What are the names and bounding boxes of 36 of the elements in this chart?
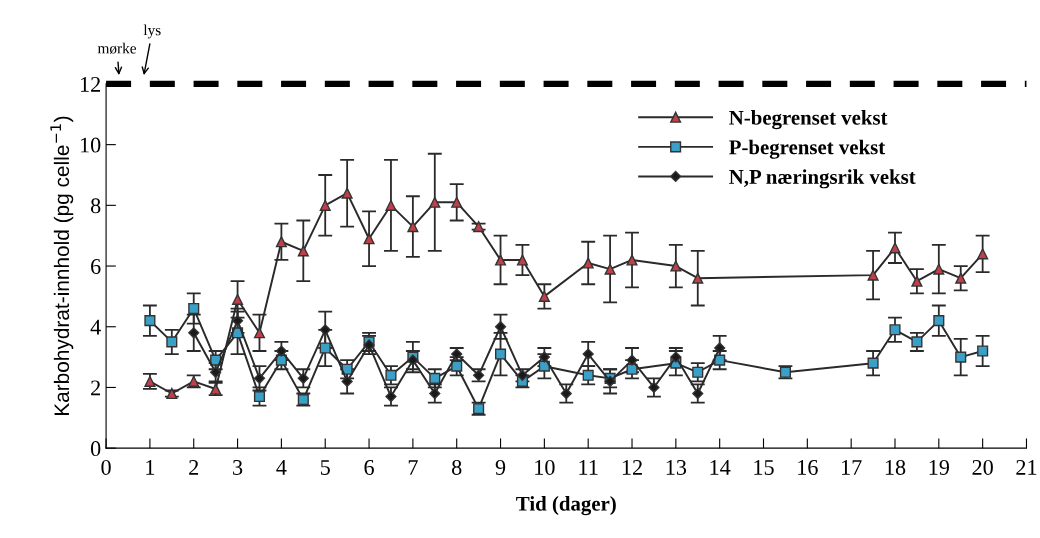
x-tick-label: 20 bbox=[972, 459, 993, 475]
y-tick-label: 6 bbox=[91, 259, 101, 274]
y-tick-label: 12 bbox=[80, 76, 100, 92]
x-tick-label: 21 bbox=[1016, 459, 1037, 475]
x-tick-label: 18 bbox=[885, 459, 906, 475]
x-tick-label: 1 bbox=[146, 460, 155, 475]
x-tick-label: 9 bbox=[495, 459, 506, 475]
y-tick-label: 2 bbox=[91, 380, 100, 396]
x-tick-label: 5 bbox=[320, 460, 330, 475]
x-tick-label: 7 bbox=[408, 460, 418, 475]
x-tick-label: 15 bbox=[754, 460, 774, 475]
x-tick-label: 11 bbox=[579, 460, 598, 475]
x-tick-label: 0 bbox=[101, 459, 111, 475]
x-tick-label: 8 bbox=[452, 459, 462, 475]
y-tick-label: 10 bbox=[80, 137, 101, 153]
y-tick-label: 4 bbox=[90, 319, 101, 335]
x-tick-label: 4 bbox=[276, 460, 287, 475]
x-axis-title: Tid (dager) bbox=[516, 496, 616, 516]
x-tick-label: 6 bbox=[364, 459, 374, 475]
x-tick-label: 12 bbox=[622, 459, 642, 475]
y-tick-label: 0 bbox=[90, 441, 101, 457]
legend-label: N,P næringsrik vekst bbox=[729, 169, 916, 189]
x-tick-label: 13 bbox=[666, 459, 687, 475]
x-tick-label: 2 bbox=[189, 459, 199, 475]
x-tick-label: 17 bbox=[842, 460, 862, 475]
annotation: mørke bbox=[97, 42, 137, 54]
x-tick-label: 10 bbox=[535, 459, 555, 475]
annotation: lys bbox=[143, 24, 161, 39]
x-tick-label: 19 bbox=[929, 459, 950, 475]
y-axis-title: Karbohydrat-innhold (pg celle$^{−1}$) bbox=[50, 116, 74, 416]
x-tick-label: 14 bbox=[710, 460, 731, 475]
legend-label: N-begrenset vekst bbox=[729, 110, 888, 130]
x-tick-label: 16 bbox=[798, 459, 818, 475]
legend-label: P-begrenset vekst bbox=[729, 139, 886, 159]
y-tick-label: 8 bbox=[90, 198, 101, 214]
x-tick-label: 3 bbox=[233, 459, 243, 475]
